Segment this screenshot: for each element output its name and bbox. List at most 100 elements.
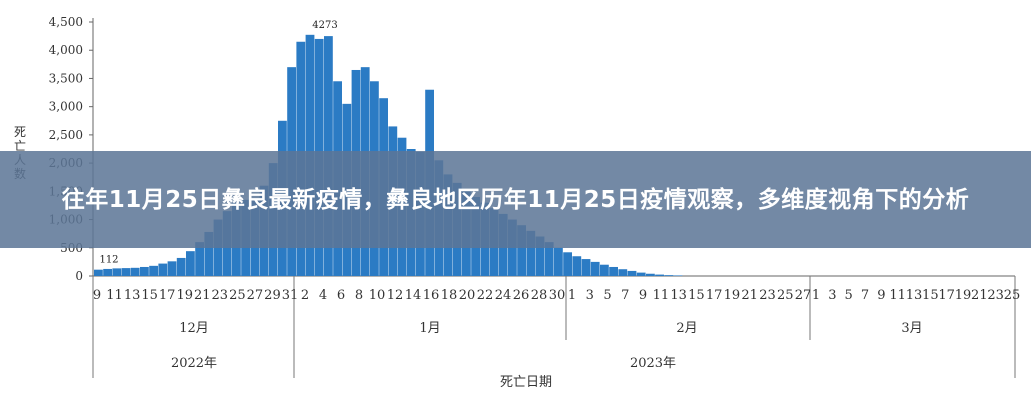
y-tick-label: 4,500 bbox=[49, 15, 83, 29]
x-day-label: 13 bbox=[124, 288, 141, 303]
x-day-label: 27 bbox=[247, 288, 264, 303]
x-day-label: 17 bbox=[159, 288, 176, 303]
x-day-label: 19 bbox=[955, 288, 972, 303]
x-day-label: 22 bbox=[477, 288, 494, 303]
y-tick-label: 3,500 bbox=[49, 71, 83, 85]
x-day-label: 26 bbox=[513, 288, 530, 303]
bar bbox=[526, 230, 536, 276]
x-day-label: 23 bbox=[212, 288, 229, 303]
y-tick-label: 3,000 bbox=[49, 100, 83, 114]
bar bbox=[600, 264, 609, 276]
x-day-label: 7 bbox=[621, 288, 629, 303]
bar bbox=[563, 252, 572, 276]
bar bbox=[636, 272, 646, 276]
x-day-label: 5 bbox=[603, 288, 611, 303]
x-day-label: 23 bbox=[759, 288, 776, 303]
x-day-label: 30 bbox=[549, 288, 566, 303]
x-day-label: 15 bbox=[922, 288, 939, 303]
x-day-label: 10 bbox=[369, 288, 386, 303]
x-day-label: 12 bbox=[387, 288, 404, 303]
x-day-label: 3 bbox=[828, 288, 836, 303]
axis-labels: 05001,0001,5002,0002,5003,0003,5004,0004… bbox=[14, 15, 1020, 390]
x-day-label: 11 bbox=[106, 288, 123, 303]
bar bbox=[149, 265, 158, 276]
x-day-label: 13 bbox=[670, 288, 687, 303]
x-day-label: 17 bbox=[938, 288, 955, 303]
data-label: 112 bbox=[99, 255, 118, 266]
y-tick-label: 0 bbox=[75, 269, 83, 283]
x-day-label: 6 bbox=[337, 288, 345, 303]
x-month-label: 2月 bbox=[676, 321, 697, 336]
x-day-label: 29 bbox=[264, 288, 281, 303]
x-day-label: 1 bbox=[812, 288, 820, 303]
x-day-label: 9 bbox=[877, 288, 885, 303]
y-axis-title-char: 死 bbox=[14, 125, 26, 139]
x-axis-title: 死亡日期 bbox=[500, 375, 552, 390]
bar bbox=[176, 257, 186, 276]
x-day-label: 20 bbox=[459, 288, 476, 303]
bar bbox=[112, 268, 122, 276]
x-day-label: 7 bbox=[861, 288, 869, 303]
headline-text: 往年11月25日彝良最新疫情，彝良地区历年11月25日疫情观察，多维度视角下的分… bbox=[61, 186, 970, 213]
x-day-label: 24 bbox=[495, 288, 512, 303]
bar bbox=[140, 266, 149, 276]
x-day-label: 4 bbox=[319, 288, 327, 303]
bar bbox=[627, 270, 637, 276]
x-day-label: 9 bbox=[639, 288, 647, 303]
x-year-label: 2022年 bbox=[171, 356, 217, 371]
x-day-label: 8 bbox=[355, 288, 363, 303]
bar bbox=[517, 225, 526, 276]
bar bbox=[609, 266, 618, 276]
y-tick-label: 4,000 bbox=[49, 43, 83, 57]
bar bbox=[572, 256, 582, 276]
x-day-label: 15 bbox=[141, 288, 158, 303]
bar bbox=[590, 261, 600, 276]
bar bbox=[130, 267, 140, 276]
x-day-label: 18 bbox=[441, 288, 458, 303]
bar bbox=[655, 274, 664, 276]
bar bbox=[204, 231, 214, 276]
x-day-label: 11 bbox=[653, 288, 670, 303]
bar bbox=[535, 236, 545, 276]
x-month-label: 12月 bbox=[179, 321, 209, 336]
bar bbox=[195, 242, 204, 276]
x-day-label: 31 bbox=[282, 288, 299, 303]
x-day-label: 19 bbox=[724, 288, 741, 303]
bar bbox=[554, 247, 563, 276]
y-axis-title-char: 亡 bbox=[14, 139, 26, 153]
x-day-label: 27 bbox=[795, 288, 812, 303]
headline-banner: 往年11月25日彝良最新疫情，彝良地区历年11月25日疫情观察，多维度视角下的分… bbox=[0, 151, 1031, 248]
data-label: 4273 bbox=[312, 20, 337, 31]
x-day-label: 23 bbox=[987, 288, 1004, 303]
bar bbox=[103, 268, 112, 276]
x-day-label: 21 bbox=[741, 288, 758, 303]
bar bbox=[646, 273, 655, 276]
bar bbox=[121, 268, 131, 276]
x-month-label: 3月 bbox=[901, 321, 922, 336]
x-day-label: 11 bbox=[889, 288, 906, 303]
x-year-label: 2023年 bbox=[630, 356, 676, 371]
x-day-label: 16 bbox=[423, 288, 440, 303]
x-day-label: 3 bbox=[586, 288, 594, 303]
x-month-label: 1月 bbox=[419, 321, 440, 336]
x-day-label: 1 bbox=[568, 288, 576, 303]
bar bbox=[664, 275, 674, 276]
x-day-label: 13 bbox=[906, 288, 923, 303]
x-day-label: 21 bbox=[971, 288, 988, 303]
x-day-label: 17 bbox=[706, 288, 723, 303]
bar bbox=[167, 261, 177, 276]
x-day-label: 25 bbox=[1004, 288, 1021, 303]
bar bbox=[94, 269, 103, 276]
bar bbox=[581, 259, 591, 276]
x-day-label: 19 bbox=[176, 288, 193, 303]
bar bbox=[618, 269, 628, 276]
x-day-label: 9 bbox=[93, 288, 101, 303]
bar bbox=[673, 275, 683, 276]
x-day-label: 25 bbox=[777, 288, 794, 303]
bar bbox=[158, 263, 168, 276]
x-day-label: 2 bbox=[301, 288, 309, 303]
x-day-label: 25 bbox=[229, 288, 246, 303]
x-day-label: 14 bbox=[405, 288, 422, 303]
x-day-label: 5 bbox=[845, 288, 853, 303]
x-day-label: 28 bbox=[531, 288, 548, 303]
